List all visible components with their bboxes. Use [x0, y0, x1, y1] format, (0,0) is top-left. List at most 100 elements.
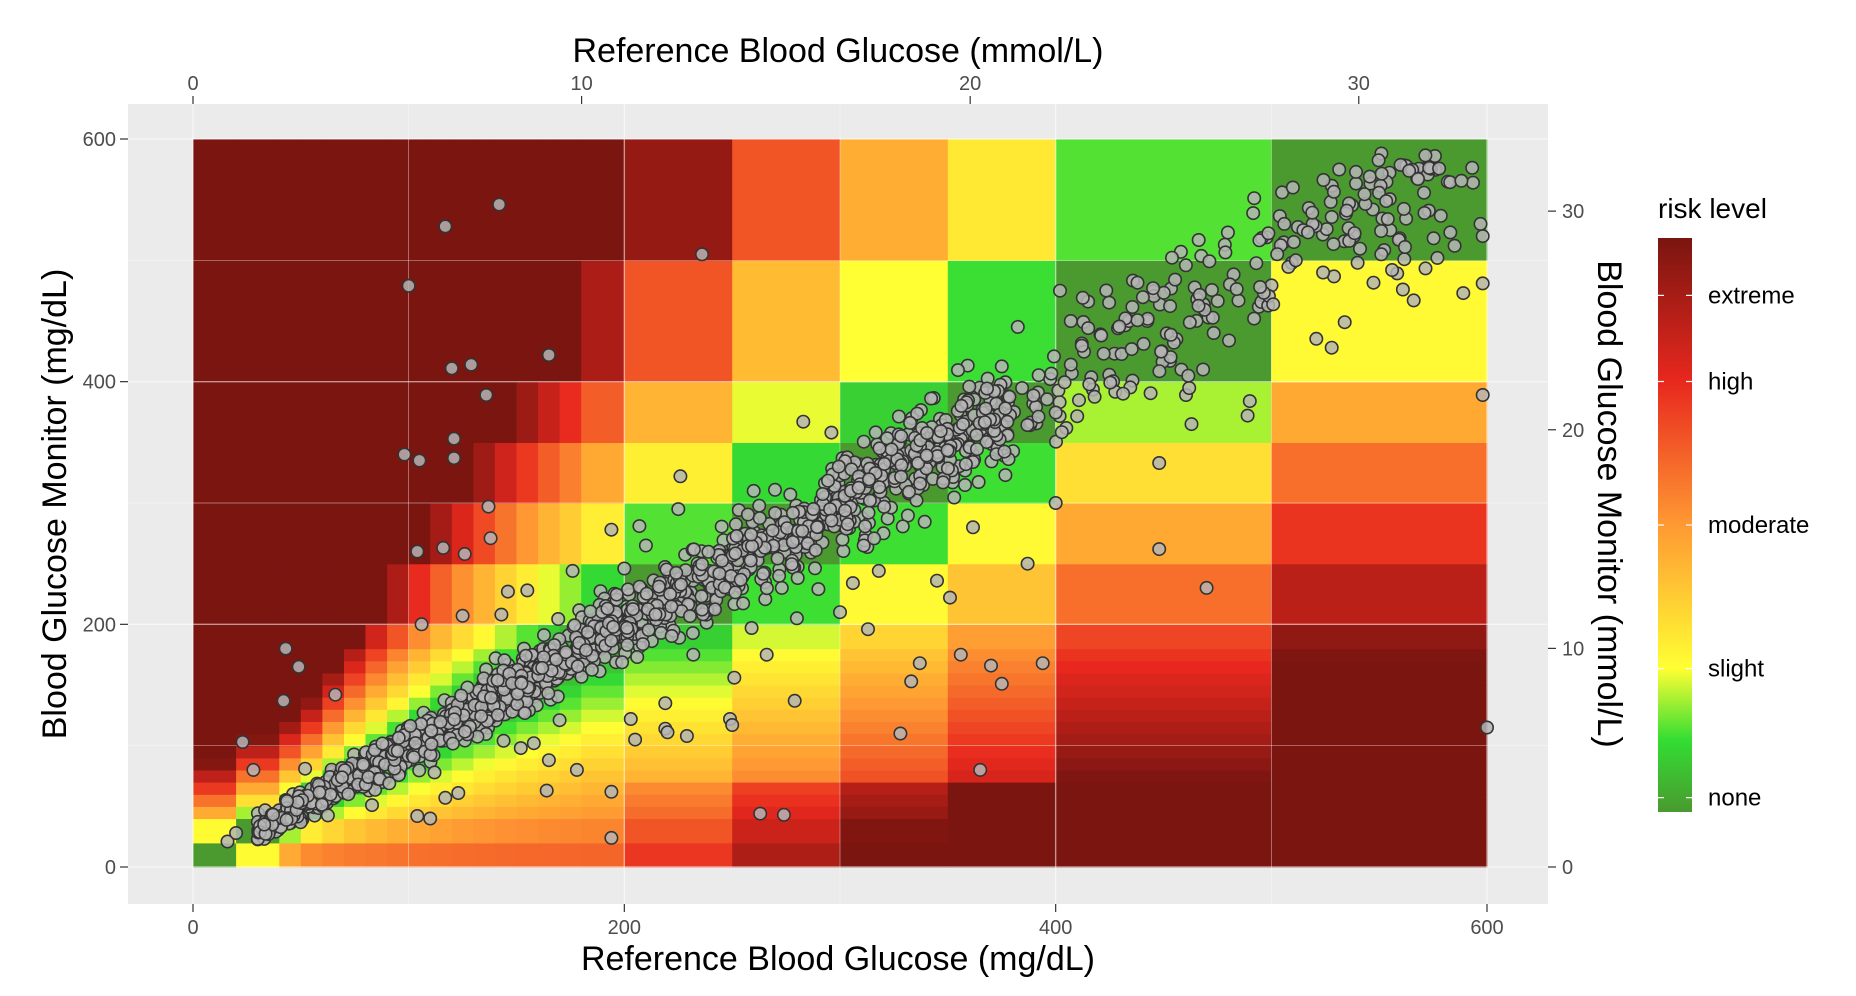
data-point	[815, 486, 830, 501]
data-point	[942, 590, 957, 605]
data-point	[1374, 224, 1389, 239]
heatmap-cell	[279, 769, 302, 783]
data-point	[851, 480, 866, 495]
data-point	[744, 620, 759, 635]
heatmap-cell	[538, 260, 561, 383]
data-point	[957, 477, 972, 492]
heatmap-cell	[300, 685, 323, 698]
data-point	[1075, 290, 1090, 305]
data-point	[514, 676, 529, 691]
heatmap-cell	[947, 757, 1057, 771]
legend-label: extreme	[1708, 282, 1795, 309]
data-point	[1242, 394, 1257, 409]
data-point	[565, 563, 580, 578]
heatmap-cell	[732, 794, 841, 807]
data-point	[1015, 380, 1030, 395]
data-point	[685, 626, 700, 641]
data-point	[1247, 311, 1262, 326]
data-point	[983, 658, 998, 673]
heatmap-cell	[451, 818, 474, 844]
data-point	[1002, 389, 1017, 404]
heatmap-cell	[840, 842, 949, 868]
data-point	[1324, 340, 1339, 355]
data-point	[744, 539, 759, 554]
data-point	[1430, 250, 1445, 265]
heatmap-cell	[344, 842, 367, 868]
data-point	[438, 790, 453, 805]
data-point	[1326, 237, 1341, 252]
data-point	[604, 830, 619, 845]
heatmap-cell	[1055, 624, 1272, 650]
heatmap-cell	[279, 709, 302, 722]
heatmap-cell	[430, 381, 453, 443]
heatmap-cell	[1271, 842, 1488, 868]
heatmap-cell	[732, 757, 841, 771]
heatmap-cell	[344, 139, 367, 261]
heatmap-cell	[516, 381, 539, 443]
x-top-tick-label: 0	[187, 73, 198, 95]
data-point	[1379, 194, 1394, 209]
heatmap-cell	[279, 672, 302, 686]
heatmap-cell	[494, 442, 518, 504]
data-point	[947, 490, 962, 505]
data-point	[894, 469, 909, 484]
heatmap-cell	[840, 672, 949, 686]
heatmap-cell	[322, 660, 345, 674]
data-point	[390, 743, 405, 758]
heatmap-cell	[624, 709, 733, 722]
heatmap-cell	[538, 794, 561, 807]
data-point	[933, 424, 948, 439]
heatmap-cell	[732, 818, 841, 844]
heatmap-cell	[624, 757, 733, 771]
heatmap-cell	[538, 733, 561, 747]
heatmap-cell	[581, 782, 625, 795]
data-point	[877, 456, 892, 471]
data-point	[1397, 252, 1412, 267]
heatmap-cell	[1055, 806, 1272, 819]
heatmap-cell	[430, 563, 453, 625]
heatmap-cell	[516, 769, 539, 783]
data-point	[1191, 233, 1206, 248]
heatmap-cell	[236, 660, 280, 674]
heatmap-cell	[581, 381, 625, 443]
heatmap-cell	[193, 685, 237, 698]
data-point	[1473, 216, 1488, 231]
heatmap-cell	[840, 660, 949, 674]
data-point	[454, 688, 469, 703]
data-point	[570, 659, 585, 674]
legend-title: risk level	[1658, 193, 1767, 224]
data-point	[1443, 225, 1458, 240]
heatmap-cell	[494, 381, 518, 443]
data-point	[446, 431, 461, 446]
data-point	[1240, 408, 1255, 423]
data-point	[953, 647, 968, 662]
data-point	[962, 379, 977, 394]
heatmap-cell	[236, 782, 280, 795]
heatmap-cell	[516, 757, 539, 771]
data-point	[412, 453, 427, 468]
heatmap-cell	[344, 818, 367, 844]
heatmap-cell	[947, 685, 1057, 698]
heatmap-cell	[279, 139, 302, 261]
data-point	[767, 482, 782, 497]
data-point	[1349, 176, 1364, 191]
data-point	[1074, 338, 1089, 353]
heatmap-cell	[236, 563, 280, 625]
data-point	[496, 733, 511, 748]
data-point	[291, 659, 306, 674]
data-point	[606, 619, 621, 634]
heatmap-cell	[300, 648, 323, 662]
legend-label: slight	[1708, 656, 1764, 683]
heatmap-cell	[732, 648, 841, 662]
heatmap-cell	[840, 757, 949, 771]
data-point	[1288, 253, 1303, 268]
data-point	[436, 540, 451, 555]
data-point	[1040, 392, 1055, 407]
data-point	[541, 686, 556, 701]
heatmap-cell	[559, 503, 582, 565]
heatmap-cell	[840, 769, 949, 783]
heatmap-cell	[1271, 503, 1488, 565]
scatter-points	[220, 146, 1495, 849]
heatmap-cell	[344, 709, 367, 722]
heatmap-cell	[365, 503, 388, 565]
